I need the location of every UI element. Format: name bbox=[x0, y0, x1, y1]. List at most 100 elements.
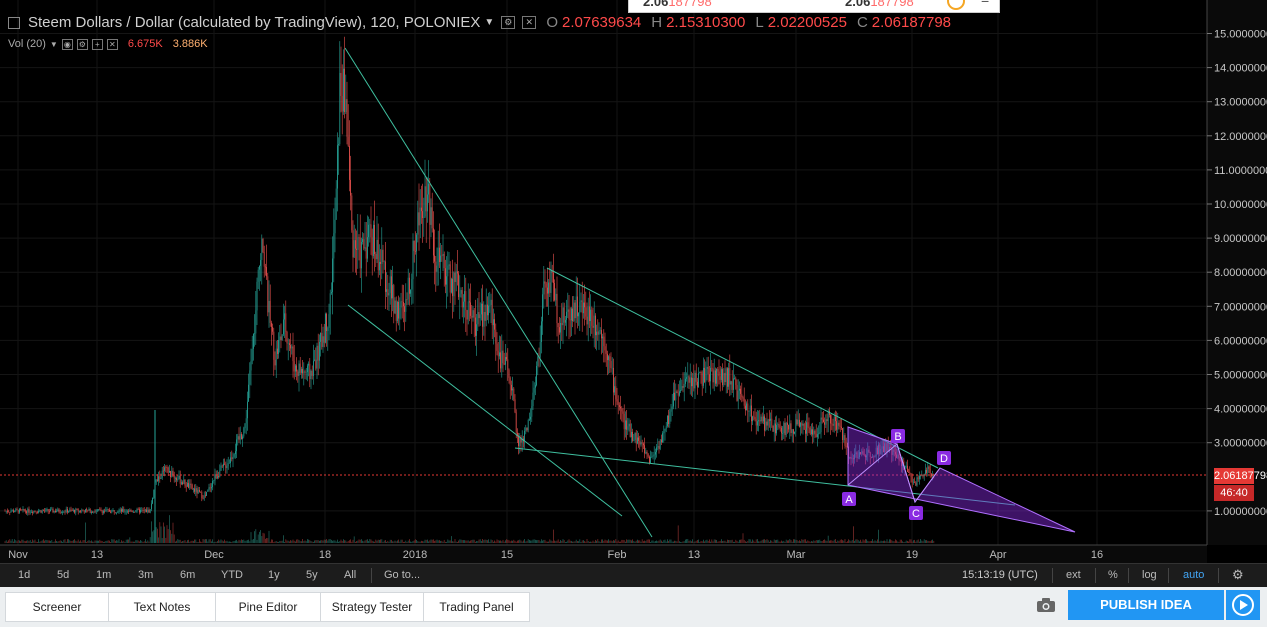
candle bbox=[755, 411, 757, 435]
tf-all[interactable]: All bbox=[344, 569, 357, 581]
candle-body bbox=[411, 279, 413, 290]
candle-body bbox=[332, 258, 333, 293]
candle-body bbox=[94, 511, 96, 513]
candle-body bbox=[189, 483, 191, 488]
close-icon[interactable]: ✕ bbox=[522, 16, 537, 29]
alert-icon[interactable] bbox=[947, 0, 965, 10]
volume-bar bbox=[520, 540, 522, 543]
volume-bar bbox=[17, 539, 19, 543]
volume-bar bbox=[926, 540, 927, 543]
tf-ytd[interactable]: YTD bbox=[221, 569, 243, 581]
candle bbox=[579, 283, 581, 332]
candle bbox=[525, 424, 527, 435]
volume-bar bbox=[629, 539, 631, 543]
volume-bar bbox=[884, 540, 885, 543]
candle-body bbox=[628, 423, 630, 427]
candle bbox=[610, 352, 612, 373]
candle bbox=[716, 368, 717, 387]
tab-pine-editor[interactable]: Pine Editor bbox=[215, 592, 321, 622]
tf-1m[interactable]: 1m bbox=[96, 569, 112, 581]
volume-bar bbox=[808, 541, 810, 543]
volume-bar bbox=[791, 541, 793, 543]
candle-body bbox=[455, 271, 457, 282]
tf-6m[interactable]: 6m bbox=[180, 569, 196, 581]
candle-body bbox=[609, 356, 611, 362]
volume-bar bbox=[806, 541, 807, 543]
candle bbox=[434, 229, 435, 285]
candle bbox=[327, 326, 329, 351]
tf-1y[interactable]: 1y bbox=[268, 569, 280, 581]
ext-toggle[interactable]: ext bbox=[1066, 569, 1081, 581]
candle bbox=[808, 417, 810, 434]
settings-icon[interactable]: ⚙ bbox=[76, 38, 88, 50]
volume-bar bbox=[910, 539, 912, 543]
candle-body bbox=[277, 348, 278, 354]
tf-1d[interactable]: 1d bbox=[18, 569, 31, 581]
volume-bar bbox=[235, 540, 236, 543]
volume-bar bbox=[581, 540, 583, 543]
volume-bar bbox=[644, 540, 645, 543]
candle bbox=[820, 407, 822, 439]
tab-text-notes[interactable]: Text Notes bbox=[108, 592, 216, 622]
volume-bar bbox=[98, 540, 99, 543]
tab-strategy-tester[interactable]: Strategy Tester bbox=[320, 592, 424, 622]
plus-icon[interactable]: + bbox=[91, 38, 103, 50]
volume-bar bbox=[106, 540, 108, 543]
volume-bar bbox=[789, 539, 791, 543]
candle bbox=[609, 353, 611, 373]
candle bbox=[831, 414, 833, 431]
candle-body bbox=[741, 393, 743, 398]
percent-toggle[interactable]: % bbox=[1108, 569, 1118, 581]
candle-body bbox=[289, 343, 290, 346]
tf-3m[interactable]: 3m bbox=[138, 569, 154, 581]
minus-icon[interactable]: − bbox=[981, 0, 990, 9]
candle bbox=[213, 479, 215, 484]
time-tick-label: Nov bbox=[8, 549, 28, 561]
close-icon[interactable]: ✕ bbox=[106, 38, 118, 50]
candle bbox=[760, 414, 762, 424]
candle bbox=[133, 510, 134, 513]
collapse-icon[interactable] bbox=[8, 16, 20, 29]
candle bbox=[250, 348, 252, 386]
candle-body bbox=[805, 429, 806, 434]
volume-bar bbox=[515, 541, 517, 543]
volume-bar bbox=[166, 525, 168, 543]
candle-body bbox=[825, 419, 827, 425]
tab-screener[interactable]: Screener bbox=[5, 592, 109, 622]
popup-left-value[interactable]: 2.06187798 bbox=[643, 0, 712, 9]
candle bbox=[634, 432, 636, 443]
popup-right-value[interactable]: 2.06187798 bbox=[845, 0, 914, 9]
candle bbox=[207, 489, 209, 492]
candle bbox=[310, 369, 312, 390]
publish-idea-button[interactable]: PUBLISH IDEA bbox=[1068, 590, 1224, 620]
volume-bar bbox=[53, 541, 55, 543]
chevron-down-icon[interactable]: ▼ bbox=[49, 39, 58, 49]
candle bbox=[713, 358, 715, 392]
volume-bar bbox=[365, 539, 367, 543]
candle-body bbox=[719, 376, 721, 380]
log-toggle[interactable]: log bbox=[1142, 569, 1157, 581]
candle-body bbox=[196, 488, 198, 494]
volume-bar bbox=[631, 540, 632, 543]
camera-icon[interactable] bbox=[1036, 597, 1056, 613]
tf-5d[interactable]: 5d bbox=[57, 569, 70, 581]
chevron-down-icon[interactable]: ▼ bbox=[484, 17, 495, 28]
volume-bar bbox=[754, 541, 756, 543]
volume-bar bbox=[664, 539, 666, 543]
tf-5y[interactable]: 5y bbox=[306, 569, 318, 581]
eye-icon[interactable]: ◉ bbox=[61, 38, 73, 50]
symbol-title[interactable]: Steem Dollars / Dollar (calculated by Tr… bbox=[28, 14, 481, 31]
auto-toggle[interactable]: auto bbox=[1183, 569, 1205, 581]
gear-icon[interactable]: ⚙ bbox=[1232, 567, 1244, 582]
volume-bar bbox=[356, 541, 357, 543]
settings-icon[interactable]: ⚙ bbox=[501, 16, 516, 29]
candle bbox=[919, 471, 920, 485]
volume-label[interactable]: Vol (20) bbox=[8, 38, 46, 50]
tab-trading-panel[interactable]: Trading Panel bbox=[423, 592, 530, 622]
candle bbox=[621, 406, 623, 422]
candle-body bbox=[700, 372, 702, 373]
publish-video-button[interactable] bbox=[1226, 590, 1260, 620]
go-to-button[interactable]: Go to... bbox=[384, 569, 421, 581]
